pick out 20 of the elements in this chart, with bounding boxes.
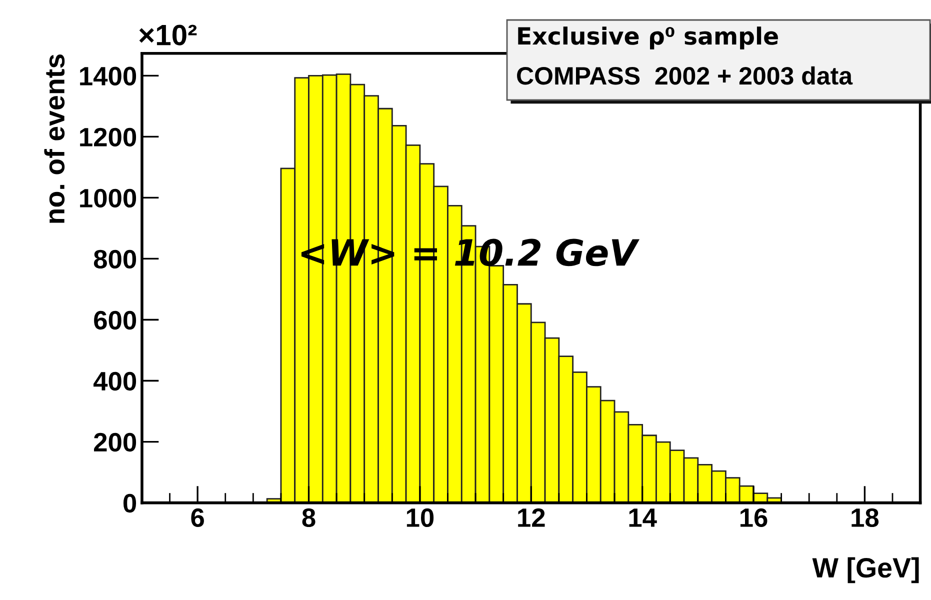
x-tick-label: 18: [852, 508, 879, 528]
x-tick-label: 8: [302, 508, 316, 528]
chart-subtitle: COMPASS 2002 + 2003 data: [517, 66, 853, 85]
y-tick-label: 1000: [80, 188, 136, 208]
y-axis-title: no. of events: [44, 54, 65, 223]
chart-title: Exclusive ρ⁰ sample: [518, 26, 778, 50]
x-tick-label: 6: [191, 508, 204, 528]
y-tick-label: 0: [123, 494, 136, 513]
y-tick-label: 1400: [80, 66, 136, 86]
text: ×10²: [139, 24, 197, 46]
y-tick-label: 1200: [80, 128, 136, 147]
x-axis-title: W [GeV]: [812, 557, 919, 584]
y-tick-label: 600: [94, 310, 136, 330]
x-tick-label: 12: [518, 508, 545, 527]
x-tick-label: 10: [406, 508, 434, 528]
y-tick-label: 800: [94, 250, 136, 269]
x-tick-label: 16: [740, 508, 768, 528]
x-tick-label: 14: [629, 508, 657, 527]
y-tick-label: 400: [93, 372, 136, 391]
y-tick-label: 200: [94, 432, 136, 452]
